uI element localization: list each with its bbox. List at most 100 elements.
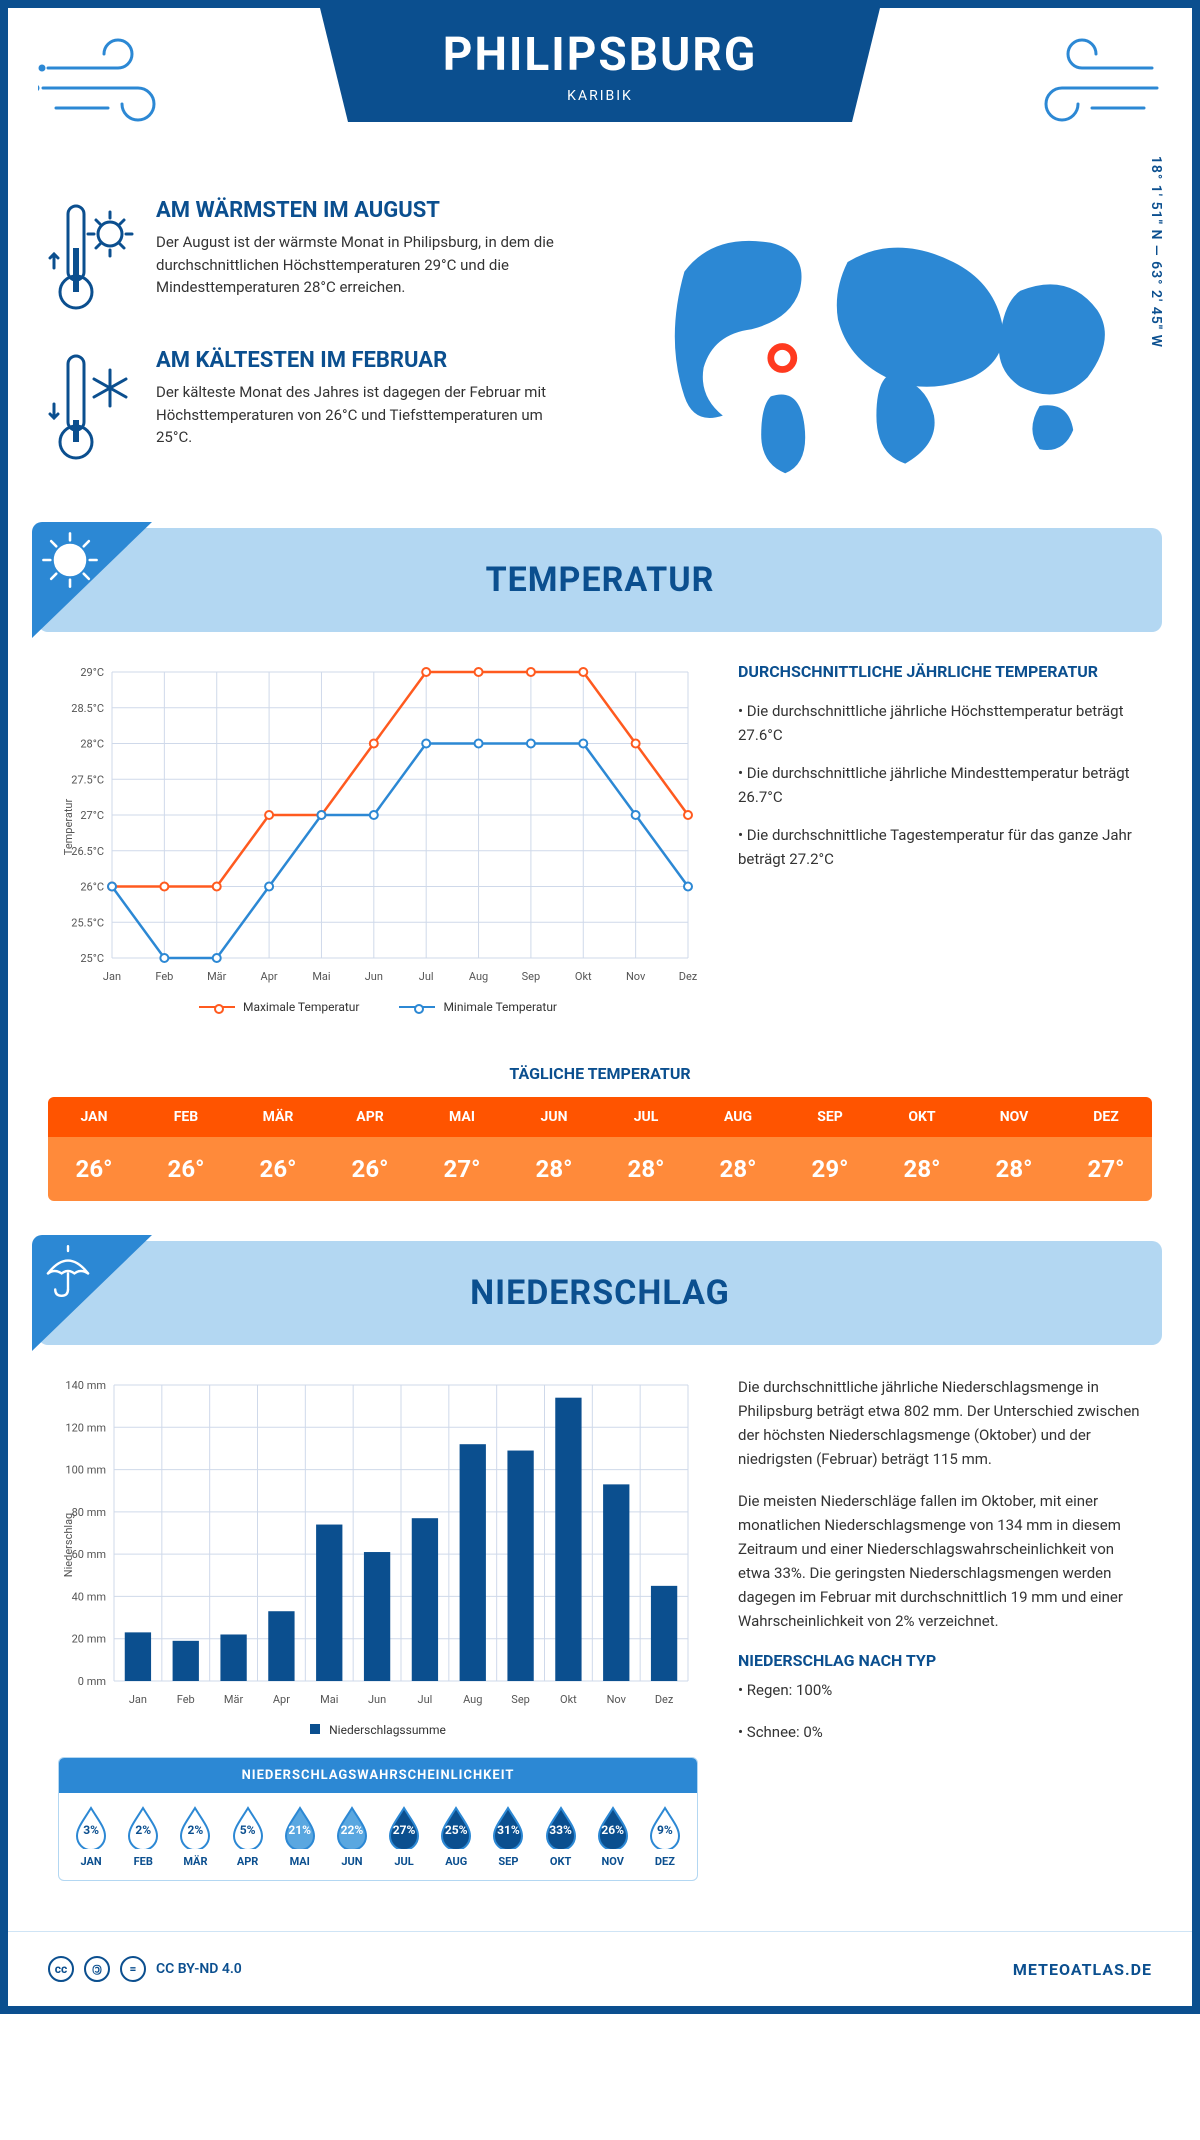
page-title: PHILIPSBURG <box>390 28 810 82</box>
daily-head-cell: APR <box>324 1097 416 1137</box>
svg-text:Dez: Dez <box>655 1693 674 1706</box>
daily-temp-title: TÄGLICHE TEMPERATUR <box>8 1064 1192 1083</box>
daily-head-cell: MAI <box>416 1097 508 1137</box>
cc-icon: cc <box>48 1956 74 1982</box>
prob-title: NIEDERSCHLAGSWAHRSCHEINLICHKEIT <box>59 1758 697 1793</box>
sun-icon <box>40 530 100 590</box>
svg-text:Mai: Mai <box>320 1693 338 1706</box>
svg-text:Apr: Apr <box>273 1693 290 1706</box>
license-label: CC BY-ND 4.0 <box>156 1961 242 1977</box>
precipitation-chart: 0 mm20 mm40 mm60 mm80 mm100 mm120 mm140 … <box>58 1375 698 1737</box>
svg-text:Mär: Mär <box>224 1693 244 1706</box>
svg-text:40 mm: 40 mm <box>72 1590 106 1603</box>
section-head-precipitation: NIEDERSCHLAG <box>38 1241 1162 1345</box>
license-block: cc 🄯 = CC BY-ND 4.0 <box>48 1956 242 1982</box>
intro-section: AM WÄRMSTEN IM AUGUST Der August ist der… <box>8 198 1192 528</box>
raindrop-icon: 25% <box>439 1805 473 1849</box>
prob-cell: 9% DEZ <box>639 1805 691 1868</box>
section-head-temperature: TEMPERATUR <box>38 528 1162 632</box>
svg-text:Okt: Okt <box>560 1693 577 1706</box>
prob-cell: 2% FEB <box>117 1805 169 1868</box>
svg-text:Jul: Jul <box>418 1693 433 1706</box>
svg-text:25.5°C: 25.5°C <box>71 916 104 929</box>
raindrop-icon: 3% <box>74 1805 108 1849</box>
precip-p1: Die durchschnittliche jährliche Niedersc… <box>738 1375 1142 1471</box>
svg-text:Jan: Jan <box>129 1693 147 1706</box>
daily-value-cell: 29° <box>784 1137 876 1201</box>
svg-text:29°C: 29°C <box>80 666 104 679</box>
fact-warm-text: Der August ist der wärmste Monat in Phil… <box>156 231 580 299</box>
daily-head-cell: OKT <box>876 1097 968 1137</box>
daily-value-cell: 27° <box>416 1137 508 1201</box>
raindrop-icon: 27% <box>387 1805 421 1849</box>
daily-head-cell: JUL <box>600 1097 692 1137</box>
svg-text:Feb: Feb <box>177 1693 195 1706</box>
prob-cell: 5% APR <box>222 1805 274 1868</box>
title-banner: PHILIPSBURG KARIBIK <box>320 8 880 122</box>
svg-text:Jun: Jun <box>365 970 383 983</box>
section-title-precipitation: NIEDERSCHLAG <box>470 1273 730 1313</box>
prob-cell: 25% AUG <box>430 1805 482 1868</box>
temp-summary-b1: • Die durchschnittliche jährliche Höchst… <box>738 699 1142 747</box>
svg-text:Apr: Apr <box>261 970 278 983</box>
daily-value-cell: 26° <box>140 1137 232 1201</box>
daily-head-cell: AUG <box>692 1097 784 1137</box>
svg-text:Nov: Nov <box>626 970 646 983</box>
footer-brand: METEOATLAS.DE <box>1013 1960 1152 1979</box>
page-subtitle: KARIBIK <box>390 88 810 104</box>
svg-text:28.5°C: 28.5°C <box>71 702 104 715</box>
fact-cold-text: Der kälteste Monat des Jahres ist dagege… <box>156 381 580 449</box>
svg-text:0 mm: 0 mm <box>78 1675 106 1688</box>
coordinates-label: 18° 1' 51" N — 63° 2' 45" W <box>1148 156 1164 348</box>
raindrop-icon: 2% <box>178 1805 212 1849</box>
precip-type-title: NIEDERSCHLAG NACH TYP <box>738 1651 1142 1670</box>
svg-text:27.5°C: 27.5°C <box>71 773 104 786</box>
svg-text:Niederschlag: Niederschlag <box>62 1513 75 1577</box>
svg-text:Mär: Mär <box>207 970 227 983</box>
prob-cell: 21% MAI <box>274 1805 326 1868</box>
raindrop-icon: 9% <box>648 1805 682 1849</box>
temperature-chart: 25°C25.5°C26°C26.5°C27°C27.5°C28°C28.5°C… <box>58 662 698 1014</box>
raindrop-icon: 33% <box>544 1805 578 1849</box>
svg-text:Temperatur: Temperatur <box>62 799 75 856</box>
thermometer-hot-icon <box>48 198 138 318</box>
svg-text:Sep: Sep <box>511 1693 530 1706</box>
daily-value-cell: 26° <box>48 1137 140 1201</box>
temp-summary-b3: • Die durchschnittliche Tagestemperatur … <box>738 823 1142 871</box>
precip-snow: • Schnee: 0% <box>738 1720 1142 1744</box>
svg-text:Aug: Aug <box>463 1693 482 1706</box>
svg-text:26°C: 26°C <box>80 881 104 894</box>
umbrella-icon <box>40 1243 96 1299</box>
daily-head-cell: NOV <box>968 1097 1060 1137</box>
prob-cell: 22% JUN <box>326 1805 378 1868</box>
raindrop-icon: 2% <box>126 1805 160 1849</box>
daily-value-cell: 26° <box>324 1137 416 1201</box>
daily-head-cell: JUN <box>508 1097 600 1137</box>
prob-cell: 31% SEP <box>482 1805 534 1868</box>
world-map-icon <box>646 214 1126 483</box>
daily-value-cell: 27° <box>1060 1137 1152 1201</box>
svg-text:Okt: Okt <box>575 970 592 983</box>
prob-cell: 2% MÄR <box>169 1805 221 1868</box>
temp-summary-b2: • Die durchschnittliche jährliche Mindes… <box>738 761 1142 809</box>
svg-text:27°C: 27°C <box>80 809 104 822</box>
daily-value-cell: 26° <box>232 1137 324 1201</box>
svg-text:Jan: Jan <box>103 970 121 983</box>
svg-text:100 mm: 100 mm <box>65 1464 106 1477</box>
precipitation-probability-box: NIEDERSCHLAGSWAHRSCHEINLICHKEIT 3% JAN 2… <box>58 1757 698 1881</box>
prob-cell: 26% NOV <box>587 1805 639 1868</box>
svg-text:Sep: Sep <box>522 970 541 983</box>
svg-text:120 mm: 120 mm <box>65 1421 106 1434</box>
wind-icon <box>38 38 178 128</box>
footer: cc 🄯 = CC BY-ND 4.0 METEOATLAS.DE <box>8 1931 1192 2006</box>
daily-head-cell: JAN <box>48 1097 140 1137</box>
raindrop-icon: 31% <box>491 1805 525 1849</box>
legend-precip: Niederschlagssumme <box>58 1723 698 1737</box>
nd-icon: = <box>120 1956 146 1982</box>
daily-head-cell: FEB <box>140 1097 232 1137</box>
prob-cell: 3% JAN <box>65 1805 117 1868</box>
svg-text:Jun: Jun <box>368 1693 386 1706</box>
fact-coldest: AM KÄLTESTEN IM FEBRUAR Der kälteste Mon… <box>48 348 580 468</box>
fact-warmest: AM WÄRMSTEN IM AUGUST Der August ist der… <box>48 198 580 318</box>
daily-value-cell: 28° <box>692 1137 784 1201</box>
